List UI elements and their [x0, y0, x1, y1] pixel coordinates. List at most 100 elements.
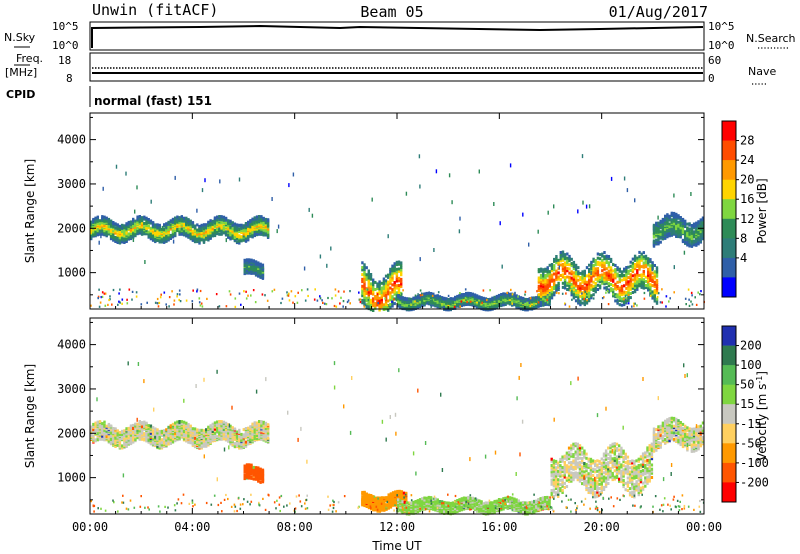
scatter-cell [327, 296, 329, 300]
data-cell [143, 420, 146, 424]
nsearch-label: N.Search [746, 32, 796, 45]
data-cell [384, 274, 388, 278]
data-cell [550, 288, 554, 292]
scatter-cell [433, 248, 435, 252]
data-cell [138, 420, 141, 423]
data-cell [563, 278, 567, 282]
scatter-cell [163, 291, 166, 294]
data-cell [652, 239, 656, 243]
data-cell [167, 236, 170, 240]
data-cell [132, 228, 135, 232]
data-cell [603, 271, 606, 275]
data-cell [94, 421, 97, 425]
data-cell [240, 229, 243, 232]
scatter-cell [292, 301, 294, 304]
scatter-cell [537, 301, 540, 304]
scatter-cell [627, 302, 630, 305]
scatter-cell [109, 298, 111, 301]
data-cell [548, 276, 551, 280]
scatter-cell [421, 293, 424, 296]
data-cell [145, 439, 148, 443]
scatter-cell [699, 293, 701, 296]
data-cell [250, 267, 253, 271]
scatter-cell [657, 292, 660, 295]
data-cell [588, 282, 591, 286]
data-cell [588, 295, 591, 298]
scatter-cell [583, 297, 585, 301]
data-cell [563, 255, 567, 259]
data-cell [515, 294, 518, 298]
scatter-cell [580, 300, 582, 303]
data-cell [607, 282, 611, 286]
data-cell [465, 291, 468, 295]
data-cell [125, 231, 128, 235]
data-cell [391, 304, 394, 308]
data-cell [478, 303, 481, 307]
data-cell [395, 296, 399, 299]
data-cell [638, 273, 641, 277]
scatter-cell [687, 288, 690, 291]
data-cell [399, 296, 402, 300]
data-cell [636, 256, 639, 260]
data-cell [257, 261, 260, 265]
data-cell [105, 226, 108, 229]
scatter-cell [568, 305, 571, 308]
data-cell [537, 268, 541, 272]
data-cell [649, 279, 652, 282]
data-cell [202, 227, 206, 231]
data-cell [583, 303, 586, 307]
data-cell [581, 272, 584, 276]
data-cell [601, 269, 604, 273]
data-cell [614, 299, 617, 303]
scatter-cell [536, 290, 538, 293]
data-cell [98, 219, 102, 223]
scatter-cell [459, 292, 461, 295]
data-cell [372, 301, 375, 305]
scatter-cell [131, 290, 134, 293]
scatter-cell [547, 210, 549, 215]
data-cell [574, 299, 578, 303]
data-cell [625, 299, 628, 303]
data-cell [165, 438, 168, 442]
data-cell [690, 242, 694, 246]
scatter-cell [569, 289, 572, 292]
data-cell [612, 279, 615, 283]
data-cell [372, 297, 375, 301]
data-cell [647, 261, 650, 265]
data-cell [616, 274, 619, 278]
data-cell [165, 234, 168, 238]
data-cell [594, 284, 597, 287]
data-cell [180, 215, 183, 219]
data-cell [380, 300, 383, 304]
data-cell [548, 301, 551, 305]
data-cell [585, 291, 589, 295]
data-cell [588, 299, 591, 303]
scatter-cell [417, 293, 419, 296]
scatter-cell [419, 294, 422, 297]
scatter-cell [405, 191, 408, 196]
data-cell [588, 292, 591, 296]
data-cell [259, 262, 262, 266]
data-cell [697, 225, 700, 229]
scatter-cell [697, 291, 699, 294]
data-cell [387, 292, 390, 296]
data-cell [171, 422, 175, 426]
data-cell [568, 271, 571, 275]
scatter-cell [431, 299, 434, 302]
data-cell [548, 288, 551, 292]
data-cell [592, 284, 595, 288]
data-cell [546, 278, 549, 282]
data-cell [401, 296, 404, 300]
data-cell [363, 286, 366, 290]
velocity-heatmap-data [90, 361, 705, 516]
data-cell [145, 435, 148, 439]
scatter-cell [160, 293, 162, 296]
data-cell [686, 240, 689, 244]
data-cell [579, 278, 582, 282]
scatter-cell [288, 183, 290, 188]
data-cell [577, 299, 580, 303]
data-cell [395, 291, 399, 295]
data-cell [227, 434, 230, 438]
data-cell [605, 271, 608, 275]
data-cell [572, 265, 576, 269]
